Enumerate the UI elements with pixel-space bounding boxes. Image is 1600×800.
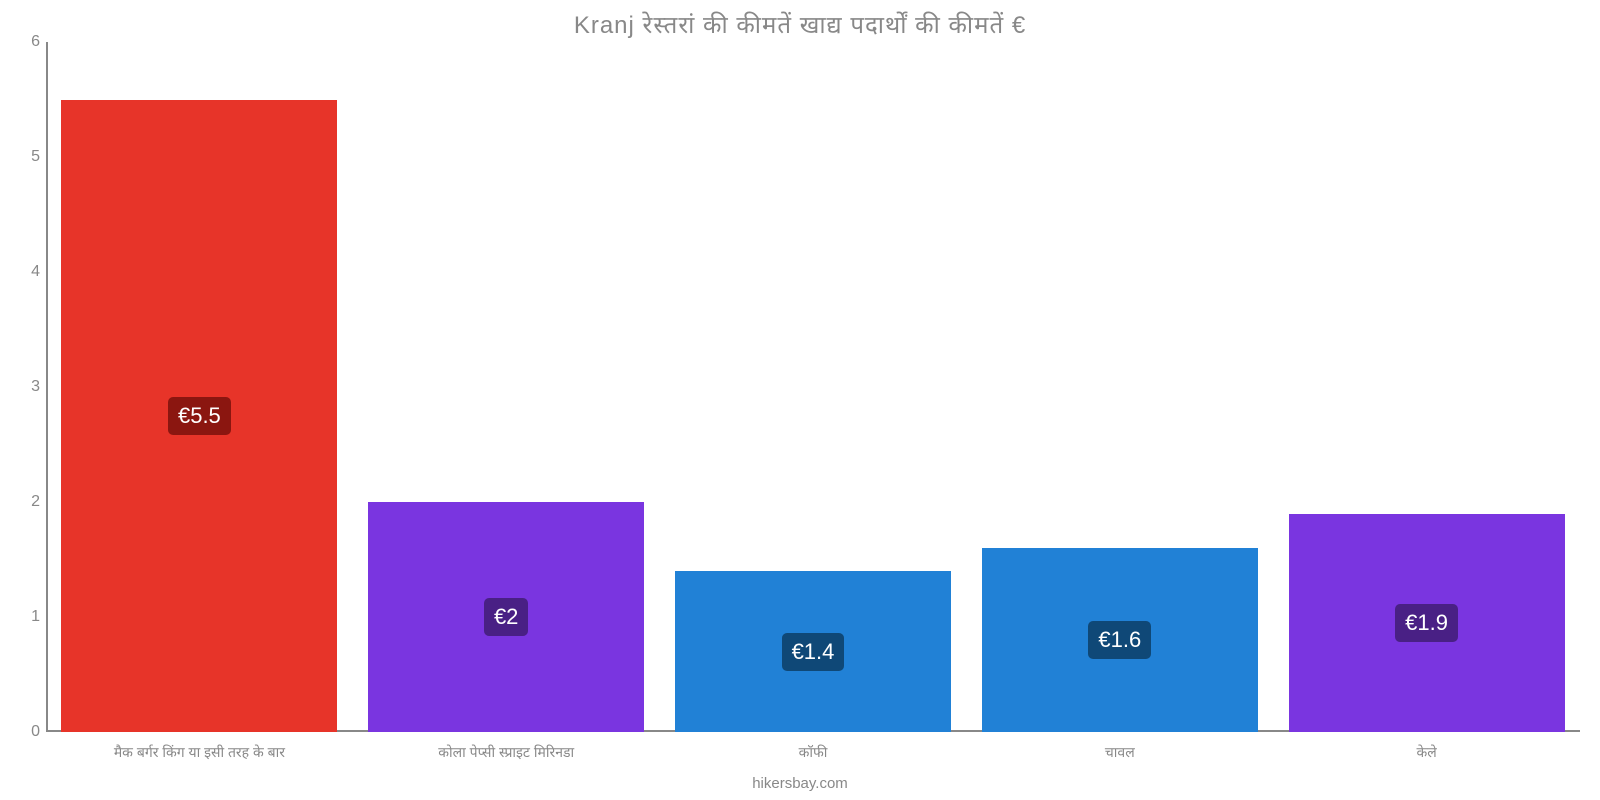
- x-tick-label: कॉफी: [660, 743, 967, 762]
- bar: €1.9: [1289, 514, 1565, 733]
- x-tick-label: केले: [1273, 743, 1580, 762]
- bar: €1.4: [675, 571, 951, 732]
- bar-slot: €5.5मैक बर्गर किंग या इसी तरह के बार: [46, 42, 353, 732]
- y-tick-label: 1: [14, 608, 40, 626]
- y-tick-label: 5: [14, 148, 40, 166]
- plot-area: €5.5मैक बर्गर किंग या इसी तरह के बार€2को…: [46, 42, 1580, 732]
- chart-title: Kranj रेस्तरां की कीमतें खाद्य पदार्थों …: [0, 8, 1600, 41]
- bar: €2: [368, 502, 644, 732]
- bar-value-badge: €5.5: [168, 397, 231, 435]
- bar-value-badge: €2: [484, 598, 528, 636]
- credits-label: hikersbay.com: [0, 775, 1600, 792]
- chart-container: Kranj रेस्तरां की कीमतें खाद्य पदार्थों …: [0, 0, 1600, 800]
- y-tick-label: 2: [14, 493, 40, 511]
- y-tick-label: 6: [14, 33, 40, 51]
- bar-slot: €1.4कॉफी: [660, 42, 967, 732]
- bar-value-badge: €1.4: [782, 633, 845, 671]
- bar: €1.6: [982, 548, 1258, 732]
- y-tick-label: 3: [14, 378, 40, 396]
- x-tick-label: कोला पेप्सी स्प्राइट मिरिनडा: [353, 743, 660, 762]
- bar: €5.5: [61, 100, 337, 733]
- bar-value-badge: €1.6: [1088, 621, 1151, 659]
- y-tick-label: 4: [14, 263, 40, 281]
- bar-value-badge: €1.9: [1395, 604, 1458, 642]
- bars-group: €5.5मैक बर्गर किंग या इसी तरह के बार€2को…: [46, 42, 1580, 732]
- bar-slot: €1.6चावल: [966, 42, 1273, 732]
- bar-slot: €2कोला पेप्सी स्प्राइट मिरिनडा: [353, 42, 660, 732]
- y-tick-label: 0: [14, 723, 40, 741]
- x-tick-label: मैक बर्गर किंग या इसी तरह के बार: [46, 743, 353, 762]
- bar-slot: €1.9केले: [1273, 42, 1580, 732]
- x-tick-label: चावल: [966, 743, 1273, 762]
